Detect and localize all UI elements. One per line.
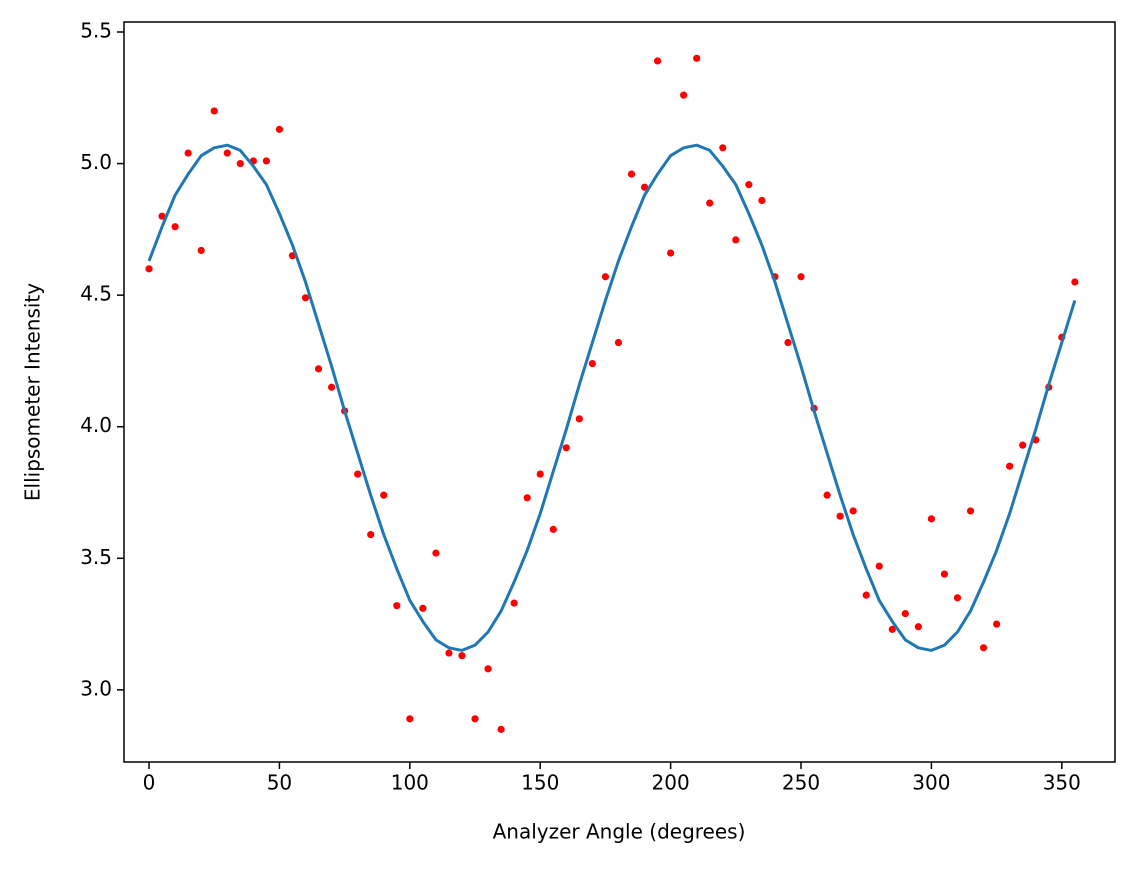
data-point [562,444,570,452]
data-point [1006,462,1014,470]
data-point [145,265,153,273]
data-point [693,54,701,62]
data-point [484,665,492,673]
data-point [523,494,531,502]
data-point [406,715,414,723]
y-tick-label: 5.5 [80,19,112,43]
data-point [979,644,988,652]
data-point [236,159,244,168]
data-point [314,365,323,373]
y-tick-label: 4.5 [80,282,112,306]
x-tick-label: 50 [267,771,292,795]
data-point [653,57,662,65]
data-point [614,338,623,347]
data-point [601,273,610,281]
x-tick-label: 0 [143,771,156,795]
data-point [836,512,844,520]
data-point [419,604,427,612]
y-tick-label: 5.0 [80,150,112,174]
data-point [301,294,310,302]
data-point [888,625,896,633]
plot-frame [123,21,1116,763]
data-point [262,157,270,165]
data-point [510,599,518,607]
data-point [471,715,479,723]
x-tick-label: 350 [1043,771,1081,795]
data-point [732,236,740,244]
data-point [327,383,336,391]
data-point [432,549,440,557]
data-point [197,246,205,255]
data-point [458,652,466,660]
data-point [875,562,883,570]
data-point [627,170,636,178]
x-tick-label: 100 [391,771,429,795]
data-point [993,620,1001,628]
data-point [862,591,870,599]
x-axis-label: Analyzer Angle (degrees) [493,820,746,844]
data-point [275,125,284,133]
y-axis-label: Ellipsometer Intensity [21,283,45,501]
data-point [575,415,583,423]
data-point [914,623,922,631]
data-point [445,649,453,657]
data-point [823,491,831,499]
data-point [1071,278,1079,286]
data-point [849,507,857,515]
data-point [667,249,675,257]
data-point [719,144,727,152]
data-point [210,107,218,115]
y-tick-label: 3.5 [80,545,112,569]
data-point [354,470,362,478]
data-point [158,212,166,220]
y-tick-label: 4.0 [80,413,112,437]
data-point [927,515,936,523]
data-point [901,609,909,618]
x-tick-label: 300 [912,771,950,795]
data-point [680,91,688,99]
data-point [497,725,505,733]
x-tick-label: 250 [782,771,820,795]
data-point [797,273,805,281]
y-tick-label: 3.0 [80,676,112,700]
data-point [784,338,792,347]
data-point [393,602,401,610]
x-tick-label: 200 [652,771,690,795]
data-point [536,470,544,478]
data-point [745,181,753,189]
data-point [588,359,596,368]
data-point [640,183,649,191]
data-point [223,149,231,157]
data-point [940,570,949,578]
data-point [380,491,388,499]
data-point [367,531,375,539]
x-tick-label: 150 [521,771,559,795]
data-point [549,525,557,533]
data-point [706,199,714,207]
data-point [184,149,192,157]
data-point [1019,441,1027,449]
data-point [758,196,766,205]
data-point [171,223,179,231]
data-point [953,594,962,602]
data-point [966,507,975,515]
fit-line [147,143,1077,652]
